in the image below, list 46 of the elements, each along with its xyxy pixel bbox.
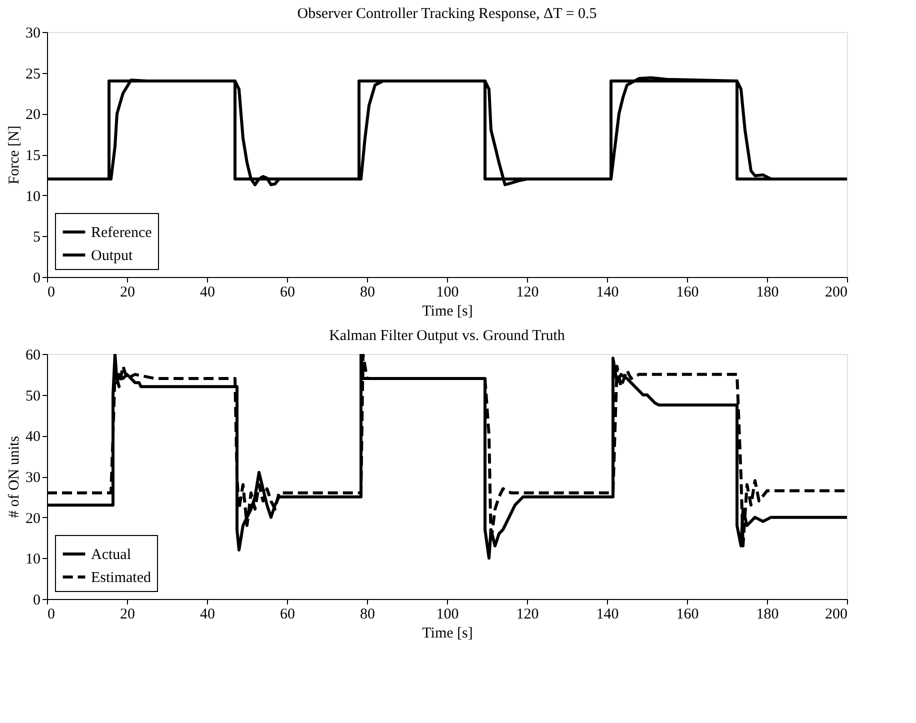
x-axis-title: Time [s] [422,626,473,642]
x-tick-label: 180 [756,606,779,622]
y-tick-label: 10 [26,552,40,568]
x-tick-label: 140 [596,284,619,300]
y-tick-label: 50 [26,388,40,404]
y-tick-label: 10 [26,188,40,205]
x-tick-label: 160 [676,284,699,300]
x-tick-label: 0 [48,284,55,300]
legend-label: Actual [91,547,131,563]
y-tick-label: 25 [26,66,40,82]
x-tick-label: 200 [825,284,848,300]
x-tick-label: 100 [436,284,459,300]
x-axis-title: Time [s] [422,304,473,320]
y-axis-title: Force [N] [6,126,22,184]
x-tick-label: 120 [516,606,539,622]
y-tick-label: 20 [26,107,40,124]
legend-label: Reference [91,225,152,241]
chart-title: Kalman Filter Output vs. Ground Truth [329,328,566,344]
y-tick-label: 30 [26,470,40,486]
y-tick-label: 0 [33,592,40,608]
x-tick-label: 20 [120,606,135,622]
x-tick-label: 200 [825,606,848,622]
y-axis-title: # of ON units [6,436,22,518]
x-tick-label: 160 [676,606,699,622]
x-tick-label: 80 [360,606,375,622]
y-tick-label: 30 [26,26,40,42]
y-tick-label: 20 [26,510,40,527]
y-tick-label: 40 [26,429,40,446]
x-tick-label: 60 [280,284,295,300]
y-tick-label: 0 [33,270,40,286]
x-tick-label: 40 [200,606,215,622]
x-tick-label: 20 [120,284,135,300]
y-tick-label: 15 [26,148,40,164]
x-tick-label: 0 [48,606,55,622]
y-tick-label: 60 [26,348,40,364]
x-tick-label: 80 [360,284,375,300]
legend-label: Estimated [91,570,152,586]
chart-title: Observer Controller Tracking Response, ΔT = 0.5 [297,6,597,22]
y-tick-label: 5 [33,230,40,246]
legend-label: Output [91,248,134,264]
x-tick-label: 100 [436,606,459,622]
x-tick-label: 40 [200,284,215,300]
x-tick-label: 120 [516,284,539,300]
x-tick-label: 60 [280,606,295,622]
x-tick-label: 180 [756,284,779,300]
x-tick-label: 140 [596,606,619,622]
